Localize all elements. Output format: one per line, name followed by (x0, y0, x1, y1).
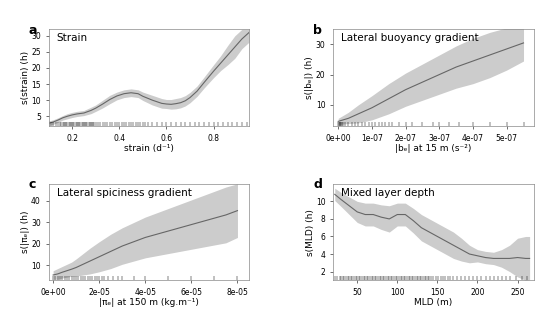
Y-axis label: s(|bₑ|) (h): s(|bₑ|) (h) (306, 56, 314, 99)
Y-axis label: s(strain) (h): s(strain) (h) (20, 51, 30, 104)
X-axis label: strain (d⁻¹): strain (d⁻¹) (124, 144, 174, 153)
Text: b: b (313, 23, 322, 37)
Text: Strain: Strain (57, 33, 88, 43)
Text: Lateral buoyancy gradient: Lateral buoyancy gradient (341, 33, 479, 43)
Text: d: d (313, 178, 322, 191)
Y-axis label: s(|πₑ|) (h): s(|πₑ|) (h) (20, 211, 30, 253)
Text: a: a (29, 23, 37, 37)
Text: Mixed layer depth: Mixed layer depth (341, 188, 435, 198)
X-axis label: |πₑ| at 150 m (kg.m⁻¹): |πₑ| at 150 m (kg.m⁻¹) (99, 298, 199, 307)
Y-axis label: s(MLD) (h): s(MLD) (h) (306, 209, 314, 256)
Text: c: c (29, 178, 36, 191)
X-axis label: |bₑ| at 15 m (s⁻²): |bₑ| at 15 m (s⁻²) (395, 144, 472, 153)
Text: Lateral spiciness gradient: Lateral spiciness gradient (57, 188, 191, 198)
X-axis label: MLD (m): MLD (m) (414, 298, 453, 307)
